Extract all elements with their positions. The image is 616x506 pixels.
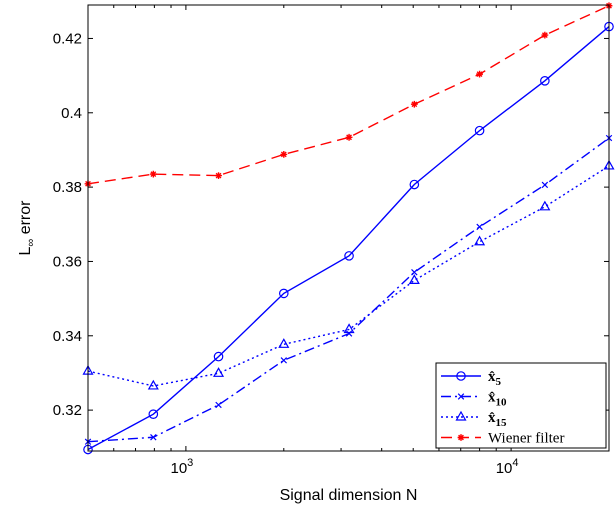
legend-label-sub-0: 5 (496, 376, 502, 388)
x-tick-label-exp-1: 4 (512, 457, 518, 469)
x-tick-label-exp-0: 3 (187, 457, 193, 469)
data-point-3-7 (541, 32, 548, 39)
data-point-3-5 (411, 101, 418, 108)
legend-label-3: Wiener filter (488, 431, 564, 447)
y-axis-label-rest: error (17, 200, 34, 239)
y-tick-label-1: 0.34 (53, 328, 82, 345)
y-tick-label-3: 0.38 (53, 179, 82, 196)
data-point-3-1 (150, 171, 157, 178)
x-tick-label-1: 104 (496, 457, 519, 477)
x-tick-label-0: 103 (170, 457, 193, 477)
y-tick-label-5: 0.42 (53, 30, 82, 47)
legend-marker-3 (458, 434, 465, 441)
x-tick-label-base-0: 10 (170, 460, 187, 477)
legend-label-sub-2: 15 (496, 417, 508, 429)
y-tick-label-2: 0.36 (53, 253, 82, 270)
x-tick-label-base-1: 10 (496, 460, 513, 477)
data-point-3-6 (476, 71, 483, 78)
y-axis-label: L∞ error (17, 200, 37, 256)
data-point-3-3 (280, 151, 287, 158)
data-point-3-4 (346, 134, 353, 141)
y-axis-label-main: L (17, 246, 34, 255)
y-tick-label-0: 0.32 (53, 402, 82, 419)
y-axis-label-subscript: ∞ (25, 239, 37, 247)
y-tick-label-4: 0.4 (61, 105, 82, 122)
legend-label-sub-1: 10 (496, 397, 508, 409)
x-axis-label: Signal dimension N (280, 487, 418, 504)
data-point-3-2 (215, 172, 222, 179)
